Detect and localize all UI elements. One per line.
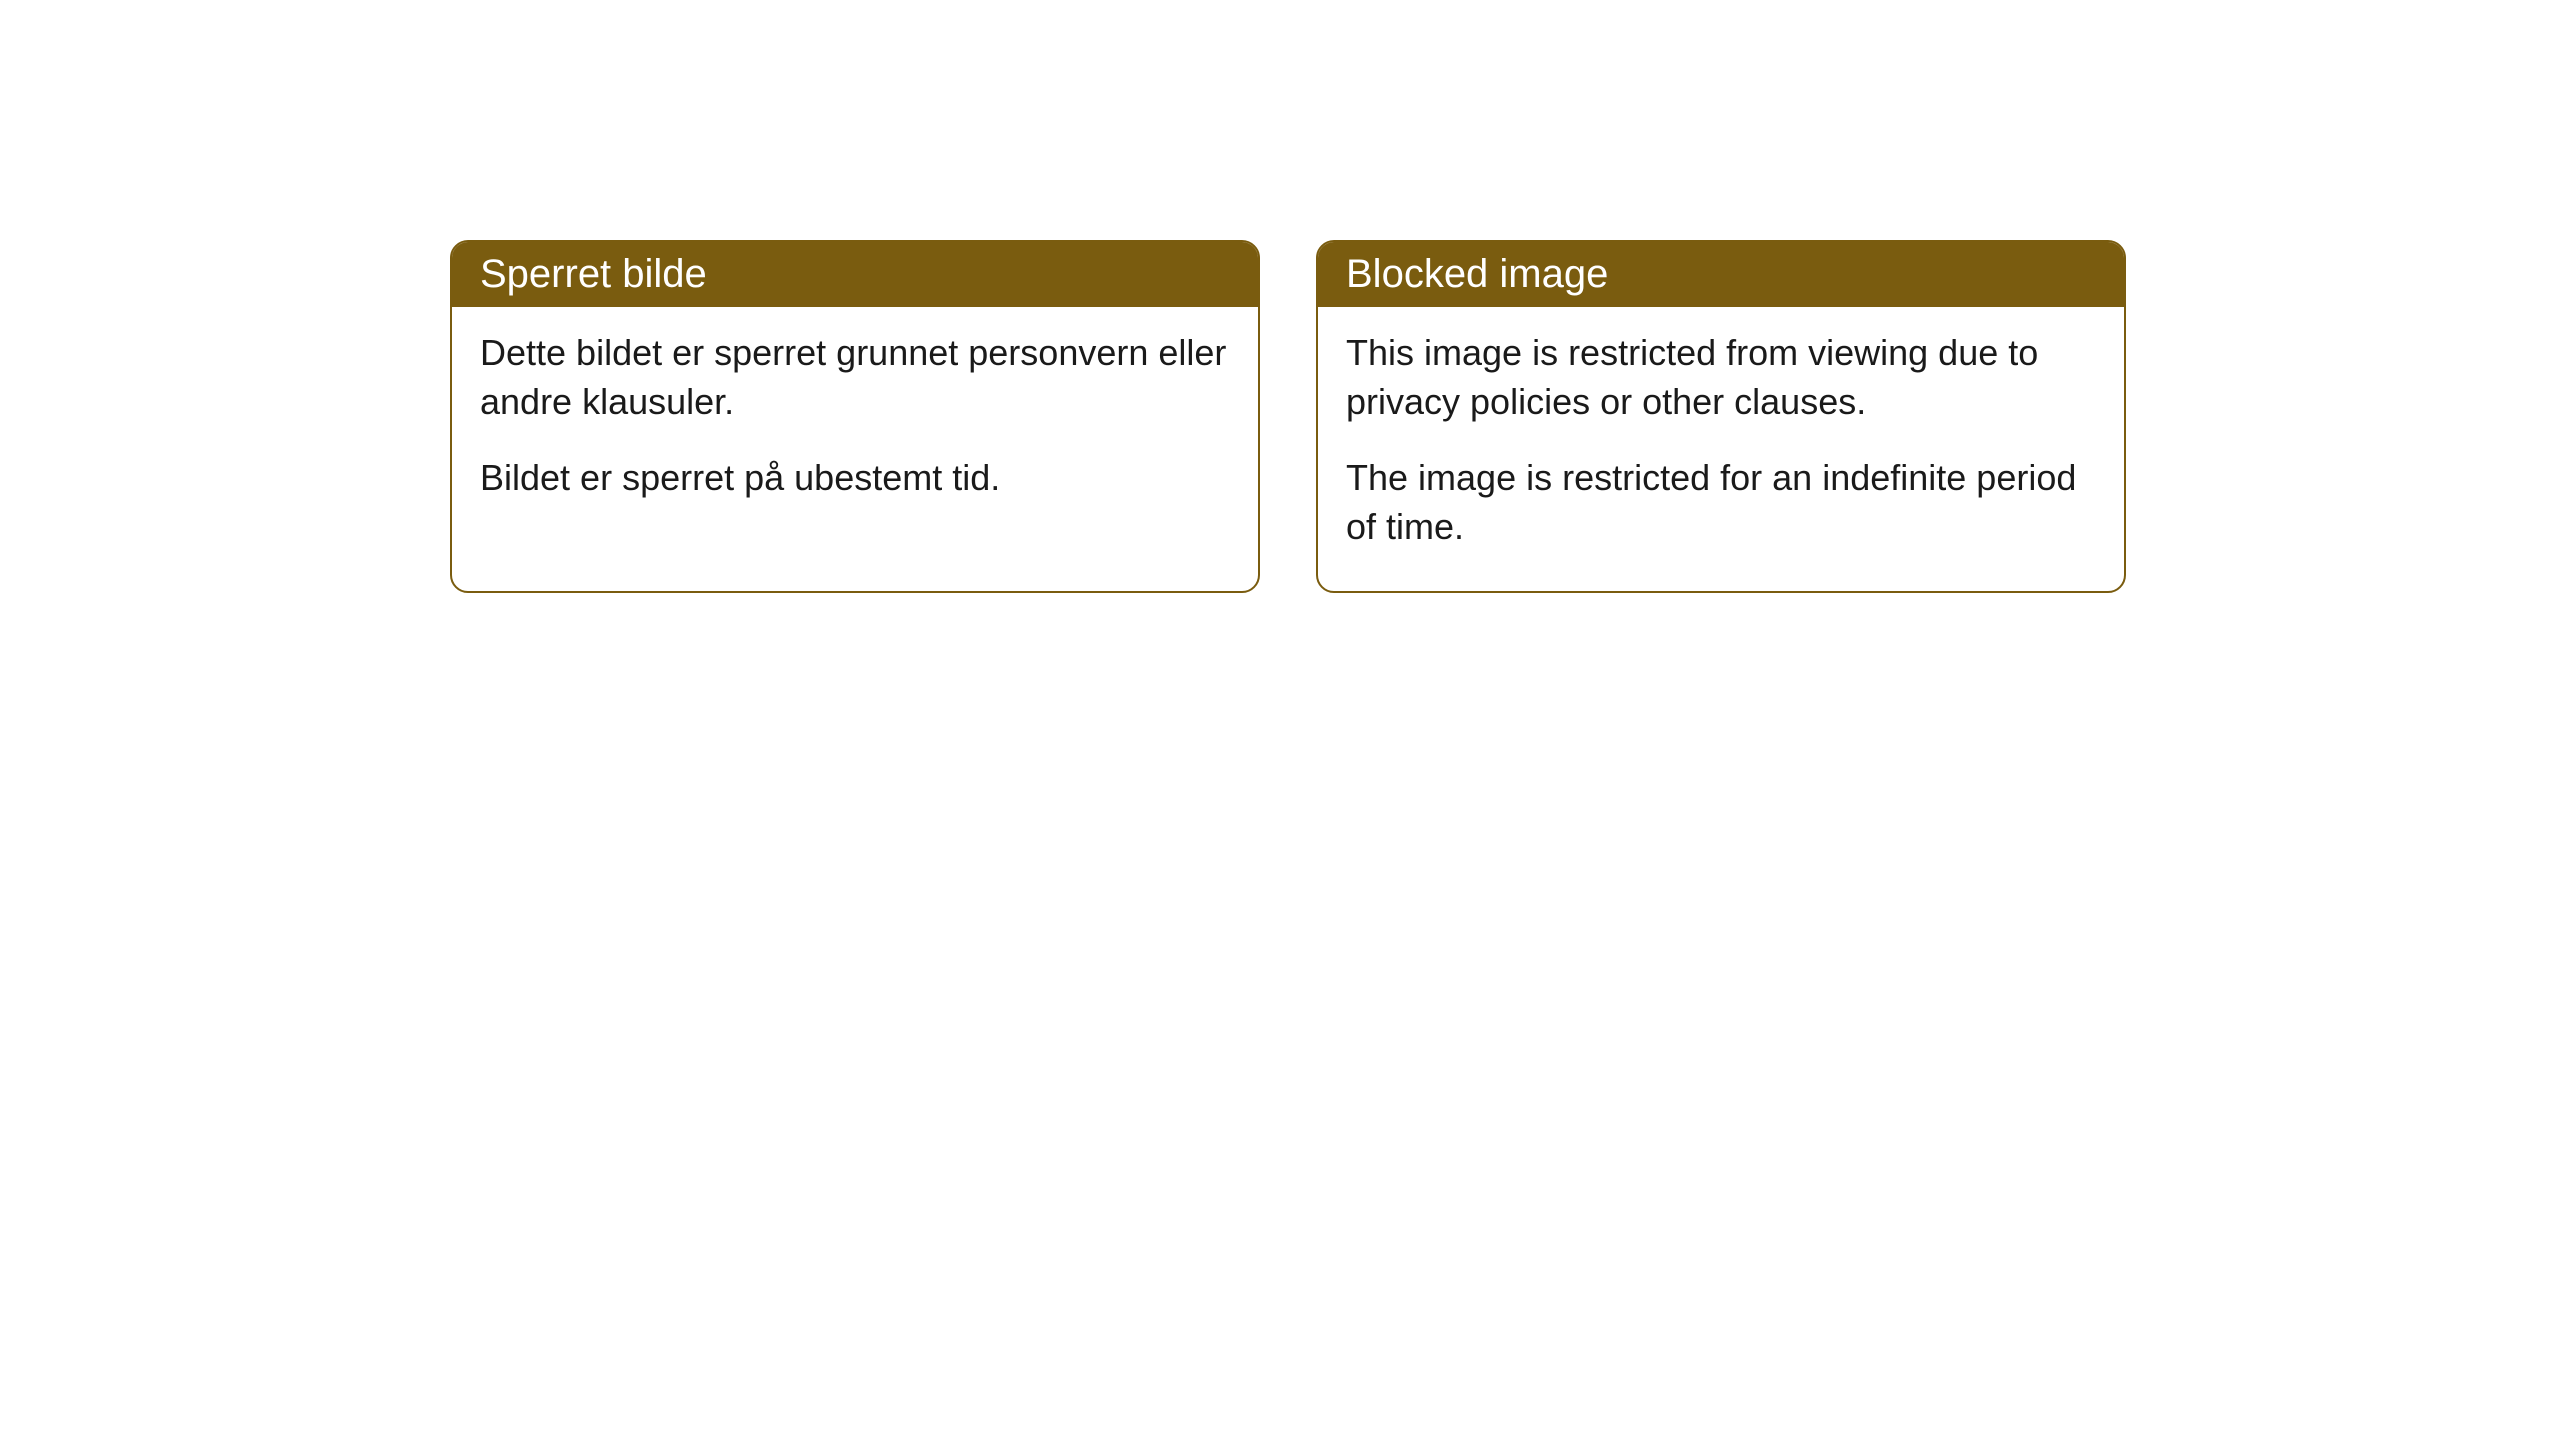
card-header: Blocked image bbox=[1318, 242, 2124, 307]
card-paragraph: The image is restricted for an indefinit… bbox=[1346, 454, 2096, 551]
card-paragraph: Bildet er sperret på ubestemt tid. bbox=[480, 454, 1230, 503]
card-paragraph: Dette bildet er sperret grunnet personve… bbox=[480, 329, 1230, 426]
blocked-image-card-en: Blocked image This image is restricted f… bbox=[1316, 240, 2126, 593]
cards-container: Sperret bilde Dette bildet er sperret gr… bbox=[0, 0, 2560, 593]
card-title: Blocked image bbox=[1346, 252, 1608, 296]
card-body: Dette bildet er sperret grunnet personve… bbox=[452, 307, 1258, 543]
blocked-image-card-no: Sperret bilde Dette bildet er sperret gr… bbox=[450, 240, 1260, 593]
card-paragraph: This image is restricted from viewing du… bbox=[1346, 329, 2096, 426]
card-header: Sperret bilde bbox=[452, 242, 1258, 307]
card-title: Sperret bilde bbox=[480, 252, 707, 296]
card-body: This image is restricted from viewing du… bbox=[1318, 307, 2124, 591]
